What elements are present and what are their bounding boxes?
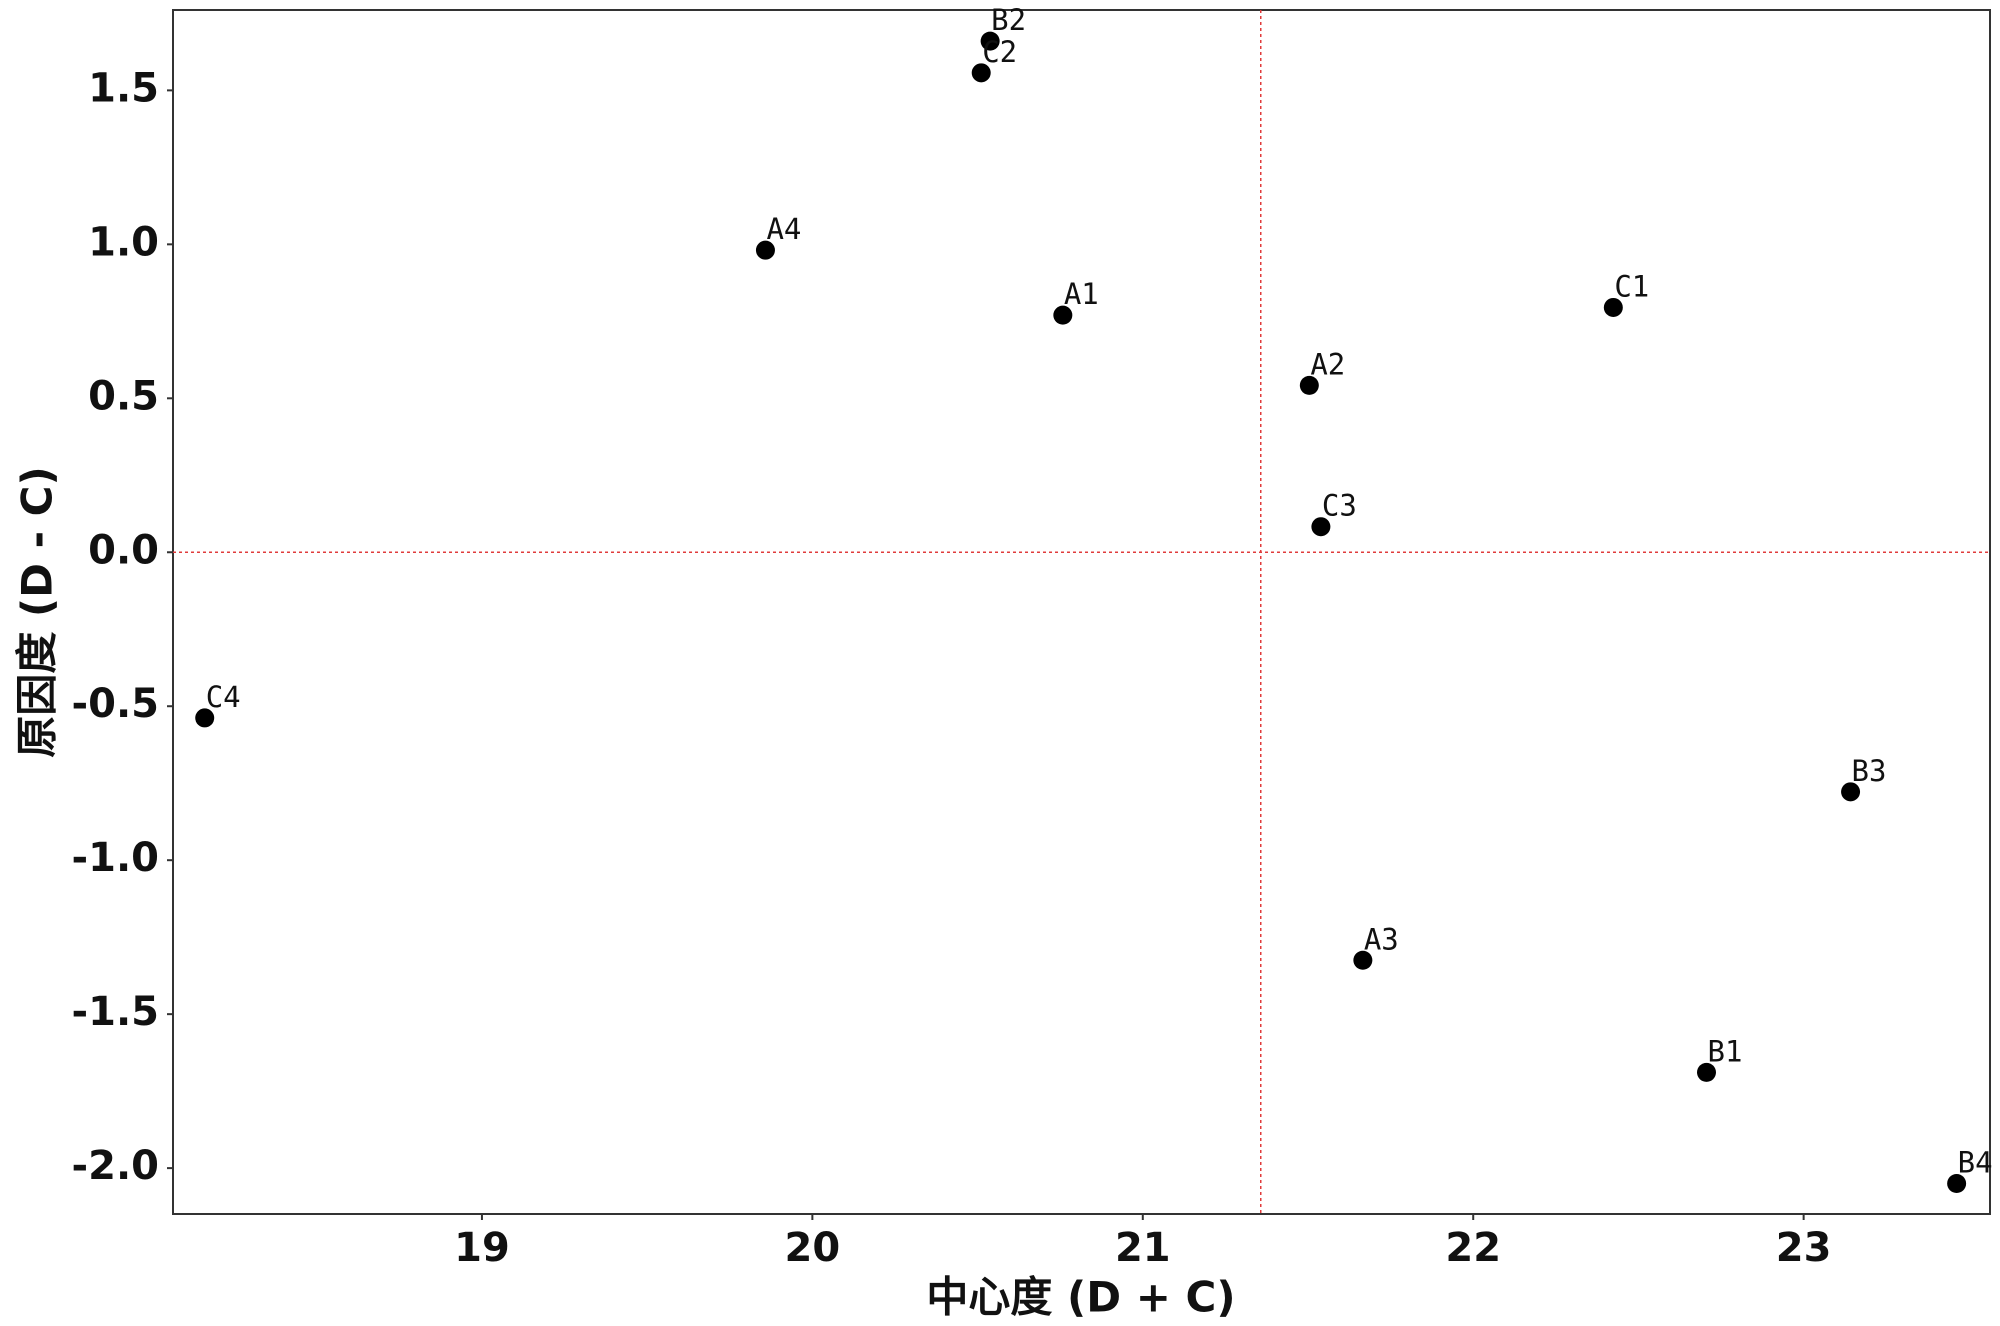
x-tick-label: 22	[1445, 1225, 1501, 1271]
point	[1696, 1062, 1716, 1082]
point	[1603, 297, 1623, 317]
point-label: C1	[1614, 269, 1649, 303]
y-tick-label: 0.0	[88, 527, 159, 573]
x-tick-label: 23	[1776, 1225, 1832, 1271]
x-axis-label: 中心度 (D + C)	[926, 1273, 1235, 1322]
y-tick-label: 0.5	[88, 373, 159, 419]
point	[1053, 305, 1073, 325]
y-tick-label: 1.0	[88, 219, 159, 265]
point-label: B1	[1707, 1034, 1742, 1068]
y-tick-label: -0.5	[72, 681, 159, 727]
y-tick-label: -1.5	[72, 989, 159, 1035]
point	[971, 63, 991, 83]
point-label: B2	[991, 3, 1026, 37]
y-tick-label: 1.5	[88, 65, 159, 111]
point-label: A4	[766, 212, 801, 246]
point-label: B3	[1852, 754, 1887, 788]
x-tick-label: 21	[1115, 1225, 1171, 1271]
point-label: C4	[206, 680, 241, 714]
point-label: C2	[982, 35, 1017, 69]
point	[1311, 517, 1331, 537]
point	[1353, 950, 1373, 970]
point	[755, 240, 775, 260]
x-tick-label: 19	[454, 1225, 510, 1271]
point-label: B4	[1958, 1146, 1993, 1180]
point-label: A3	[1364, 922, 1399, 956]
point-label: C3	[1322, 489, 1357, 523]
y-tick-label: -2.0	[72, 1143, 159, 1189]
point-label: A1	[1064, 277, 1099, 311]
point	[1299, 375, 1319, 395]
point	[1947, 1174, 1967, 1194]
x-tick-label: 20	[785, 1225, 841, 1271]
plot-frame	[172, 9, 1991, 1215]
point	[1841, 782, 1861, 802]
point-label: A2	[1310, 347, 1345, 381]
y-tick-label: -1.0	[72, 835, 159, 881]
y-axis-label: 原因度 (D - C)	[13, 466, 62, 757]
point	[195, 708, 215, 728]
point	[980, 31, 1000, 51]
